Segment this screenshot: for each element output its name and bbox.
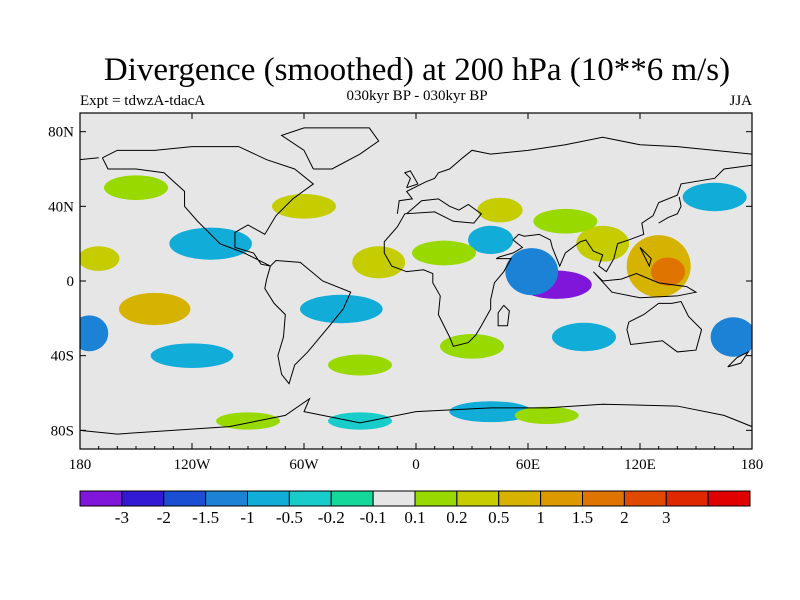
colorbar-swatch [414, 490, 458, 507]
colorbar-swatch [498, 490, 542, 507]
field-contour-region [300, 294, 383, 324]
field-contour-region [216, 412, 280, 430]
field-contour-region [710, 317, 752, 357]
colorbar-swatch [121, 490, 165, 507]
colorbar-swatch [372, 490, 416, 507]
field-contour-region [505, 248, 559, 296]
field-contour-region [468, 225, 514, 255]
experiment-label: Expt = tdwzA-tdacA [80, 93, 206, 109]
field-contour-region [514, 406, 579, 424]
map-plot-area [79, 112, 753, 450]
lon-tick-label: 120W [174, 457, 212, 473]
colorbar-label: -0.2 [318, 508, 345, 527]
colorbar-swatch [540, 490, 583, 507]
field-contour-region [440, 334, 504, 359]
lon-tick-label: 60W [289, 457, 319, 473]
lon-tick-label: 180 [69, 457, 92, 473]
field-contour-region [80, 315, 109, 352]
coastline-path [264, 259, 352, 385]
field-contour-region [150, 343, 234, 368]
colorbar-swatch [456, 490, 500, 507]
colorbar-label: 3 [662, 508, 671, 527]
colorbar-label: -1.5 [192, 508, 219, 527]
lon-tick-label: 120E [624, 457, 656, 473]
colorbar-label: 0.5 [488, 508, 509, 527]
field-contour-region [328, 412, 392, 430]
colorbar-swatch [247, 490, 290, 507]
field-contour-region [682, 182, 747, 212]
field-contour-region [412, 240, 476, 266]
colorbar-label: -0.5 [276, 508, 303, 527]
colorbar-swatch [288, 490, 332, 507]
coastlines [80, 127, 752, 435]
colorbar: -3 -2 -1.5 -1 -0.5 -0.2 -0.1 0.1 0.2 0.5 1 1.5 2 3 [79, 490, 751, 527]
lat-tick-label: 80S [51, 423, 74, 439]
lon-tick-label: 60E [516, 457, 540, 473]
coastline-path [101, 146, 315, 267]
colorbar-swatch [623, 490, 667, 507]
colorbar-swatch [79, 490, 123, 507]
coastline-path [383, 164, 752, 347]
coastline-path [639, 247, 652, 268]
coastline-path [592, 271, 698, 299]
field-contour-region [477, 197, 523, 223]
coastline-path [80, 157, 99, 161]
field-contour-region [533, 208, 598, 234]
colorbar-label: -2 [157, 508, 171, 527]
colorbar-label: 2 [620, 508, 629, 527]
coastline-path [626, 300, 703, 353]
colorbar-label: 0.2 [446, 508, 467, 527]
colorbar-swatch [330, 490, 374, 507]
colorbar-label: 1.5 [572, 508, 593, 527]
field-contour-region [80, 246, 120, 271]
lat-tick-label: 80N [48, 125, 74, 141]
field-contour-region [352, 246, 406, 279]
colorbar-label: -3 [115, 508, 129, 527]
colorbar-swatch [163, 490, 207, 507]
divergence-field [80, 175, 752, 430]
colorbar-label: -1 [240, 508, 254, 527]
colorbar-label: 0.1 [404, 508, 425, 527]
coastline-path [280, 127, 380, 170]
lat-tick-label: 0 [67, 274, 75, 290]
colorbar-swatch [205, 490, 248, 507]
season-label: JJA [729, 93, 752, 109]
colorbar-swatch [582, 490, 625, 507]
coastline-path [727, 350, 750, 368]
lon-tick-label: 0 [412, 457, 420, 473]
coastline-path [658, 196, 682, 224]
field-contour-region [328, 354, 392, 376]
coastline-path [396, 136, 752, 214]
field-contour-region [449, 401, 532, 423]
lat-tick-label: 40S [51, 349, 74, 365]
lon-tick-label: 180 [741, 457, 764, 473]
colorbar-swatch [665, 490, 709, 507]
field-contour-region [104, 175, 168, 201]
lat-tick-label: 40N [48, 199, 74, 215]
field-contour-region [272, 194, 336, 219]
colorbar-label: 1 [536, 508, 545, 527]
field-contour-region [169, 227, 252, 260]
coastline-path [80, 397, 752, 435]
map-axis-ticks: 80N 40N 0 40S 80S 180 120W 60W 0 60E 120E 180 [48, 113, 763, 473]
coastline-path [497, 304, 510, 327]
figure-subtitle: 030kyr BP - 030kyr BP [346, 88, 488, 104]
coastline-path [403, 170, 419, 189]
figure-title: Divergence (smoothed) at 200 hPa (10**6 … [103, 52, 731, 88]
colorbar-label: -0.1 [360, 508, 387, 527]
field-contour-region [552, 322, 616, 352]
field-contour-region [650, 257, 686, 286]
colorbar-swatch [707, 490, 751, 507]
field-contour-region [118, 292, 191, 326]
